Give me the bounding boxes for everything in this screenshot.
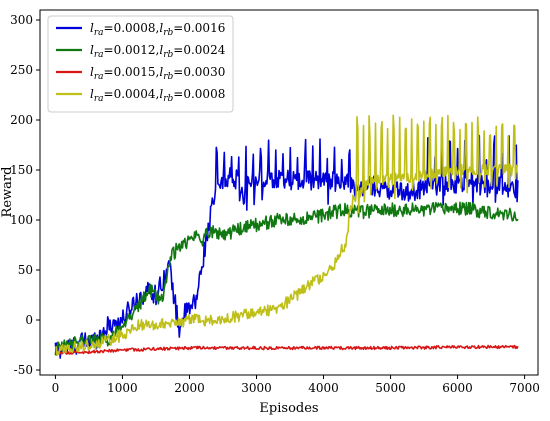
legend-box: [47, 15, 234, 113]
y-tick-label: 0: [25, 313, 33, 327]
y-tick-label: 100: [10, 213, 33, 227]
x-tick-label: 6000: [442, 381, 473, 395]
legend: lra=0.0008,lrb=0.0016 lra=0.0012,lrb=0.00…: [47, 15, 234, 113]
legend-entry-3: lra=0.0015,lrb=0.0030: [90, 65, 225, 82]
x-tick-label: 7000: [509, 381, 540, 395]
y-tick-label: 300: [10, 13, 33, 27]
series-line-2: [54, 201, 519, 356]
y-tick-label: 50: [18, 263, 33, 277]
x-axis-label: Episodes: [259, 401, 318, 416]
y-tick-label: 200: [10, 113, 33, 127]
x-tick-label: 0: [52, 381, 60, 395]
x-tick-label: 1000: [107, 381, 138, 395]
series-line-3: [54, 344, 519, 355]
legend-entry-2: lra=0.0012,lrb=0.0024: [90, 43, 226, 60]
x-tick-label: 3000: [241, 381, 272, 395]
y-axis-label: Reward: [0, 167, 15, 218]
y-tick-label: 250: [10, 63, 33, 77]
series-line-1: [54, 134, 519, 359]
plot-frame: [39, 9, 539, 376]
x-axis-ticks: 0 1000 2000 3000 4000 5000 6000 7000: [52, 375, 540, 395]
y-tick-label: -50: [14, 363, 33, 377]
plot-lines: [54, 114, 519, 359]
y-axis-ticks: -50 0 50 100 150 200 250 300: [10, 13, 40, 377]
series-line-4: [54, 114, 519, 357]
legend-entry-4: lra=0.0004,lrb=0.0008: [90, 87, 225, 104]
legend-entry-1: lra=0.0008,lrb=0.0016: [90, 21, 225, 38]
x-tick-label: 4000: [308, 381, 339, 395]
x-tick-label: 5000: [375, 381, 406, 395]
y-tick-label: 150: [10, 163, 33, 177]
x-tick-label: 2000: [174, 381, 205, 395]
